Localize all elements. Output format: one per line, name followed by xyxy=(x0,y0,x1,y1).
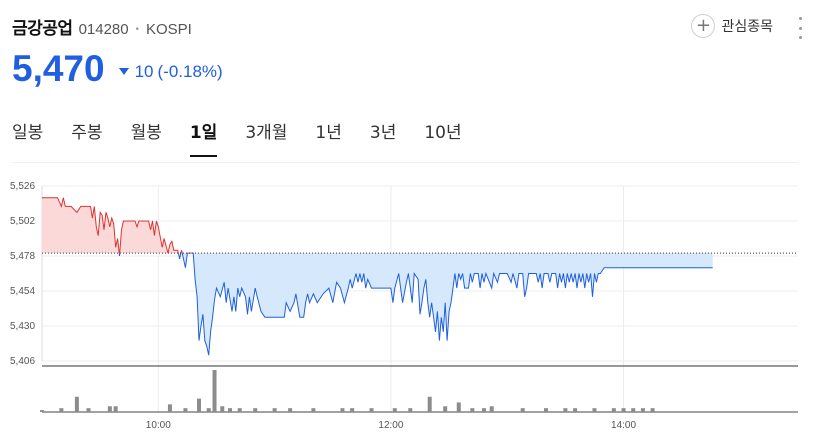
y-tick-label: 5,430 xyxy=(10,321,35,332)
volume-bar xyxy=(107,406,112,412)
volume-bar xyxy=(311,408,316,412)
tab-4[interactable]: 3개월 xyxy=(245,123,288,143)
y-tick-label: 5,454 xyxy=(10,286,35,297)
change-amount: 10 xyxy=(134,61,154,81)
volume-bar xyxy=(489,406,494,412)
volume-bar xyxy=(206,408,211,412)
plus-icon: + xyxy=(691,14,716,38)
volume-bar xyxy=(237,408,242,412)
volume-bar xyxy=(443,406,448,412)
volume-bar xyxy=(520,408,525,412)
volume-bar xyxy=(253,408,258,412)
volume-bar xyxy=(470,408,475,412)
volume-bar xyxy=(350,408,355,412)
favorite-label: 관심종목 xyxy=(721,19,773,35)
change-percent: (-0.18%) xyxy=(157,61,223,81)
volume-bar xyxy=(212,370,217,412)
intraday-chart: 5,526 5,502 5,478 5,454 5,430 5,406 10:00 12:00… xyxy=(10,181,798,431)
x-tick-label: 14:00 xyxy=(611,420,636,431)
volume-bar xyxy=(340,408,345,412)
price-row: 5,470 10 (-0.18%) xyxy=(12,48,223,90)
separator-dot: • xyxy=(134,25,140,35)
tab-5[interactable]: 1년 xyxy=(315,123,342,143)
more-options-icon[interactable] xyxy=(796,17,804,39)
price-line-down xyxy=(118,253,713,356)
volume-bar xyxy=(183,408,188,412)
tab-0[interactable]: 일봉 xyxy=(12,123,44,143)
y-tick-label: 5,526 xyxy=(10,181,35,192)
volume-bar xyxy=(272,408,277,412)
favorite-button[interactable]: + 관심종목 xyxy=(691,14,773,38)
volume-bar xyxy=(74,396,79,412)
volume-bar xyxy=(631,408,636,412)
y-tick-label: 5,478 xyxy=(10,251,35,262)
volume-bar xyxy=(197,398,202,412)
tab-7[interactable]: 10년 xyxy=(424,123,462,143)
volume-bar xyxy=(481,408,486,412)
tab-6[interactable]: 3년 xyxy=(369,123,397,143)
volume-bar xyxy=(563,408,568,412)
volume-bar xyxy=(427,396,432,412)
y-tick-label: 5,406 xyxy=(10,356,35,367)
x-tick-label: 10:00 xyxy=(146,420,171,431)
volume-bar xyxy=(621,408,626,412)
stock-code: 014280 xyxy=(78,21,129,38)
volume-bar xyxy=(40,410,44,412)
tab-1[interactable]: 주봉 xyxy=(71,123,103,143)
volume-bar xyxy=(369,408,374,412)
price-change: 10 (-0.18%) xyxy=(118,61,223,82)
current-price: 5,470 xyxy=(12,48,105,89)
volume-bar xyxy=(167,404,172,412)
volume-bar xyxy=(220,406,225,412)
volume-bar xyxy=(573,408,578,412)
tabs-divider xyxy=(12,162,798,163)
volume-bar xyxy=(228,408,233,412)
price-line-up xyxy=(42,197,194,254)
volume-bar xyxy=(408,408,413,412)
volume-bar xyxy=(113,406,118,412)
stock-header: 금강공업 014280 • KOSPI xyxy=(12,14,192,39)
y-tick-label: 5,502 xyxy=(10,216,35,227)
price-area-up xyxy=(42,197,713,254)
volume-bar xyxy=(392,408,397,412)
tab-3[interactable]: 1일 xyxy=(189,118,218,157)
volume-bar xyxy=(650,408,655,412)
volume-bar xyxy=(611,408,616,412)
volume-bar xyxy=(288,408,293,412)
down-triangle-icon xyxy=(118,68,129,75)
volume-bar xyxy=(544,408,548,412)
x-tick-label: 12:00 xyxy=(378,420,403,431)
volume-bar xyxy=(592,408,597,412)
tab-2[interactable]: 월봉 xyxy=(130,123,162,143)
market-name: KOSPI xyxy=(145,21,192,38)
volume-bar xyxy=(59,408,64,412)
volume-bar xyxy=(86,408,91,412)
stock-name: 금강공업 xyxy=(12,19,73,39)
volume-bar xyxy=(456,402,461,412)
period-tabs: 일봉 주봉 월봉 1일 3개월 1년 3년 10년 xyxy=(12,118,490,157)
volume-bar xyxy=(640,408,645,412)
